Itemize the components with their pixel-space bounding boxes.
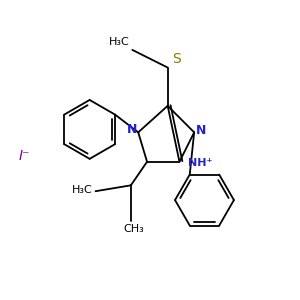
Text: NH⁺: NH⁺	[188, 158, 213, 168]
Text: H₃C: H₃C	[109, 37, 129, 47]
Text: CH₃: CH₃	[123, 224, 144, 234]
Text: N: N	[196, 124, 207, 137]
Text: N: N	[127, 123, 137, 136]
Text: I⁻: I⁻	[19, 149, 31, 163]
Text: S: S	[172, 52, 181, 66]
Text: H₃C: H₃C	[72, 185, 93, 195]
